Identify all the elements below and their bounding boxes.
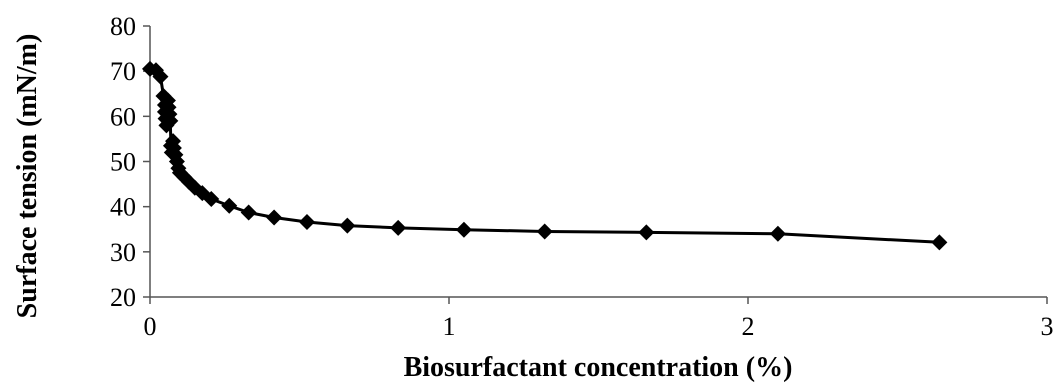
x-tick-label: 1 <box>443 312 456 341</box>
data-point-diamond <box>455 221 472 238</box>
data-point-diamond <box>769 225 786 242</box>
y-tick-label: 60 <box>110 102 136 131</box>
y-tick-label: 20 <box>110 283 136 312</box>
data-point-diamond <box>931 234 948 251</box>
data-point-diamond <box>390 219 407 236</box>
y-tick-label: 50 <box>110 148 136 177</box>
data-point-diamond <box>221 197 238 214</box>
data-point-diamond <box>339 217 356 234</box>
data-point-diamond <box>152 68 169 85</box>
y-tick-label: 70 <box>110 57 136 86</box>
y-axis-title: Surface tension (mN/m) <box>12 34 43 319</box>
data-point-diamond <box>536 223 553 240</box>
data-point-diamond <box>638 224 655 241</box>
ticks-layer: 20 30 40 50 60 70 80 0 1 2 3 <box>110 12 1054 341</box>
axes-layer <box>149 26 1047 298</box>
data-point-diamond <box>203 190 220 207</box>
data-point-diamond <box>266 209 283 226</box>
x-tick-label: 0 <box>144 312 157 341</box>
data-point-diamond <box>162 112 179 129</box>
x-tick-label: 3 <box>1041 312 1054 341</box>
x-tick-label: 2 <box>742 312 755 341</box>
data-point-diamond <box>298 214 315 231</box>
series-layer <box>142 60 948 251</box>
data-point-diamond <box>240 204 257 221</box>
y-tick-label: 30 <box>110 238 136 267</box>
x-axis-title: Biosurfactant concentration (%) <box>404 352 793 383</box>
y-tick-label: 40 <box>110 193 136 222</box>
y-tick-label: 80 <box>110 12 136 41</box>
